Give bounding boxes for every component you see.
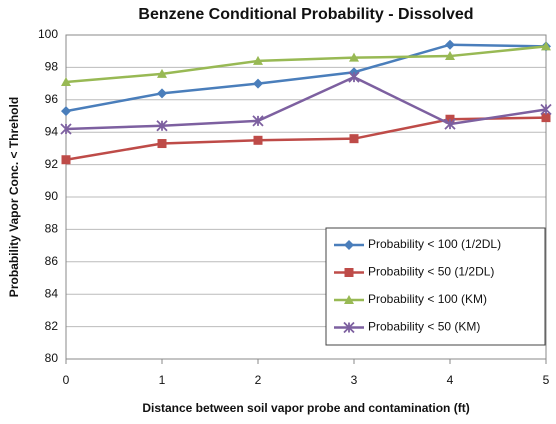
legend-label: Probability < 100 (1/2DL) [368,237,501,251]
x-tick-label: 2 [255,373,262,387]
y-tick-label: 100 [38,27,58,41]
y-tick-label: 90 [45,189,59,203]
y-tick-label: 92 [45,157,59,171]
y-tick-label: 82 [45,319,59,333]
marker [61,76,71,86]
marker [349,134,359,144]
marker [349,52,359,62]
marker [157,68,167,78]
legend-label: Probability < 100 (KM) [368,292,487,306]
x-tick-label: 4 [447,373,454,387]
marker [540,103,552,116]
legend-box [325,227,546,346]
legend-marker [344,240,354,250]
x-tick-label: 1 [159,373,166,387]
marker [253,55,263,65]
y-tick-label: 86 [45,254,59,268]
marker [61,155,71,165]
marker [348,71,360,83]
marker [156,120,168,132]
marker [157,88,167,99]
legend-label: Probability < 50 (1/2DL) [368,265,494,279]
y-tick-label: 88 [45,222,59,236]
marker [541,113,551,123]
series-line [65,75,547,131]
series-line [65,116,547,161]
x-tick-label: 5 [543,373,550,387]
marker [61,106,71,117]
marker [157,139,167,149]
x-axis-label: Distance between soil vapor probe and co… [142,401,469,415]
y-tick-label: 80 [45,351,59,365]
y-tick-label: 94 [45,124,59,138]
marker [253,135,263,145]
y-axis-label: Probability Vapor Conc. < Threhold [7,97,21,297]
marker [444,118,456,130]
marker [445,39,455,50]
x-tick-label: 3 [351,373,358,387]
marker [253,78,263,89]
series-line [65,43,547,113]
legend-label: Probability < 50 (KM) [368,320,480,334]
chart-title: Benzene Conditional Probability - Dissol… [138,6,473,23]
y-tick-label: 96 [45,92,59,106]
marker [252,115,264,127]
x-tick-label: 0 [63,373,70,387]
legend-marker [344,295,354,304]
plot-border [65,34,547,360]
legend-marker [343,321,355,334]
y-tick-label: 84 [45,286,59,300]
y-tick-label: 98 [45,60,59,74]
marker [60,123,72,135]
marker [541,41,551,51]
marker [445,51,455,61]
legend-marker [344,268,354,277]
series-line [65,45,547,84]
